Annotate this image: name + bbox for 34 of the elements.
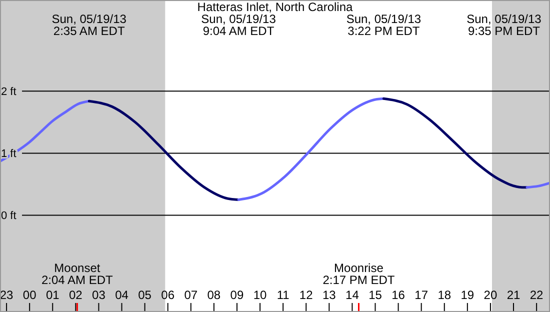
annotation: Sun, 05/19/13 3:22 PM EDT — [346, 12, 422, 38]
x-tick-label: 11 — [276, 288, 290, 302]
x-tick-label: 16 — [392, 288, 406, 302]
x-tick-label: 07 — [184, 288, 198, 302]
x-tick-label: 17 — [414, 288, 428, 302]
x-tick-label: 05 — [138, 288, 152, 302]
x-tick-label: 19 — [460, 288, 474, 302]
x-tick-label: 14 — [346, 288, 360, 302]
annotation: Sun, 05/19/13 9:35 PM EDT — [466, 12, 542, 38]
x-tick-label: 15 — [368, 288, 382, 302]
chart-title: Hatteras Inlet, North Carolina — [197, 0, 354, 14]
x-tick-label: 22 — [530, 288, 544, 302]
x-tick-label: 18 — [438, 288, 452, 302]
x-tick-label: 09 — [230, 288, 244, 302]
annotation: Moonset 2:04 AM EDT — [42, 261, 114, 287]
y-tick-label: 1 ft — [1, 148, 16, 160]
y-tick-label: 2 ft — [1, 86, 16, 98]
x-tick-label: 04 — [115, 288, 129, 302]
x-tick-label: 10 — [253, 288, 268, 302]
x-tick-label: 21 — [506, 288, 521, 302]
annotation: Sun, 05/19/13 2:35 AM EDT — [52, 12, 127, 38]
x-tick-label: 12 — [299, 288, 314, 302]
annotation: Moonrise 2:17 PM EDT — [322, 261, 396, 287]
x-tick-label: 13 — [322, 288, 336, 302]
x-tick-label: 02 — [68, 288, 83, 302]
x-tick-label: 00 — [22, 288, 37, 302]
annotation: Sun, 05/19/13 9:04 AM EDT — [201, 12, 276, 38]
x-tick-label: 06 — [161, 288, 175, 302]
x-tick-label: 23 — [0, 288, 14, 302]
x-tick-label: 03 — [92, 288, 106, 302]
x-tick-label: 08 — [207, 288, 221, 302]
x-tick-label: 01 — [46, 288, 60, 302]
y-tick-label: 0 ft — [1, 210, 16, 222]
x-tick-label: 20 — [484, 288, 498, 302]
